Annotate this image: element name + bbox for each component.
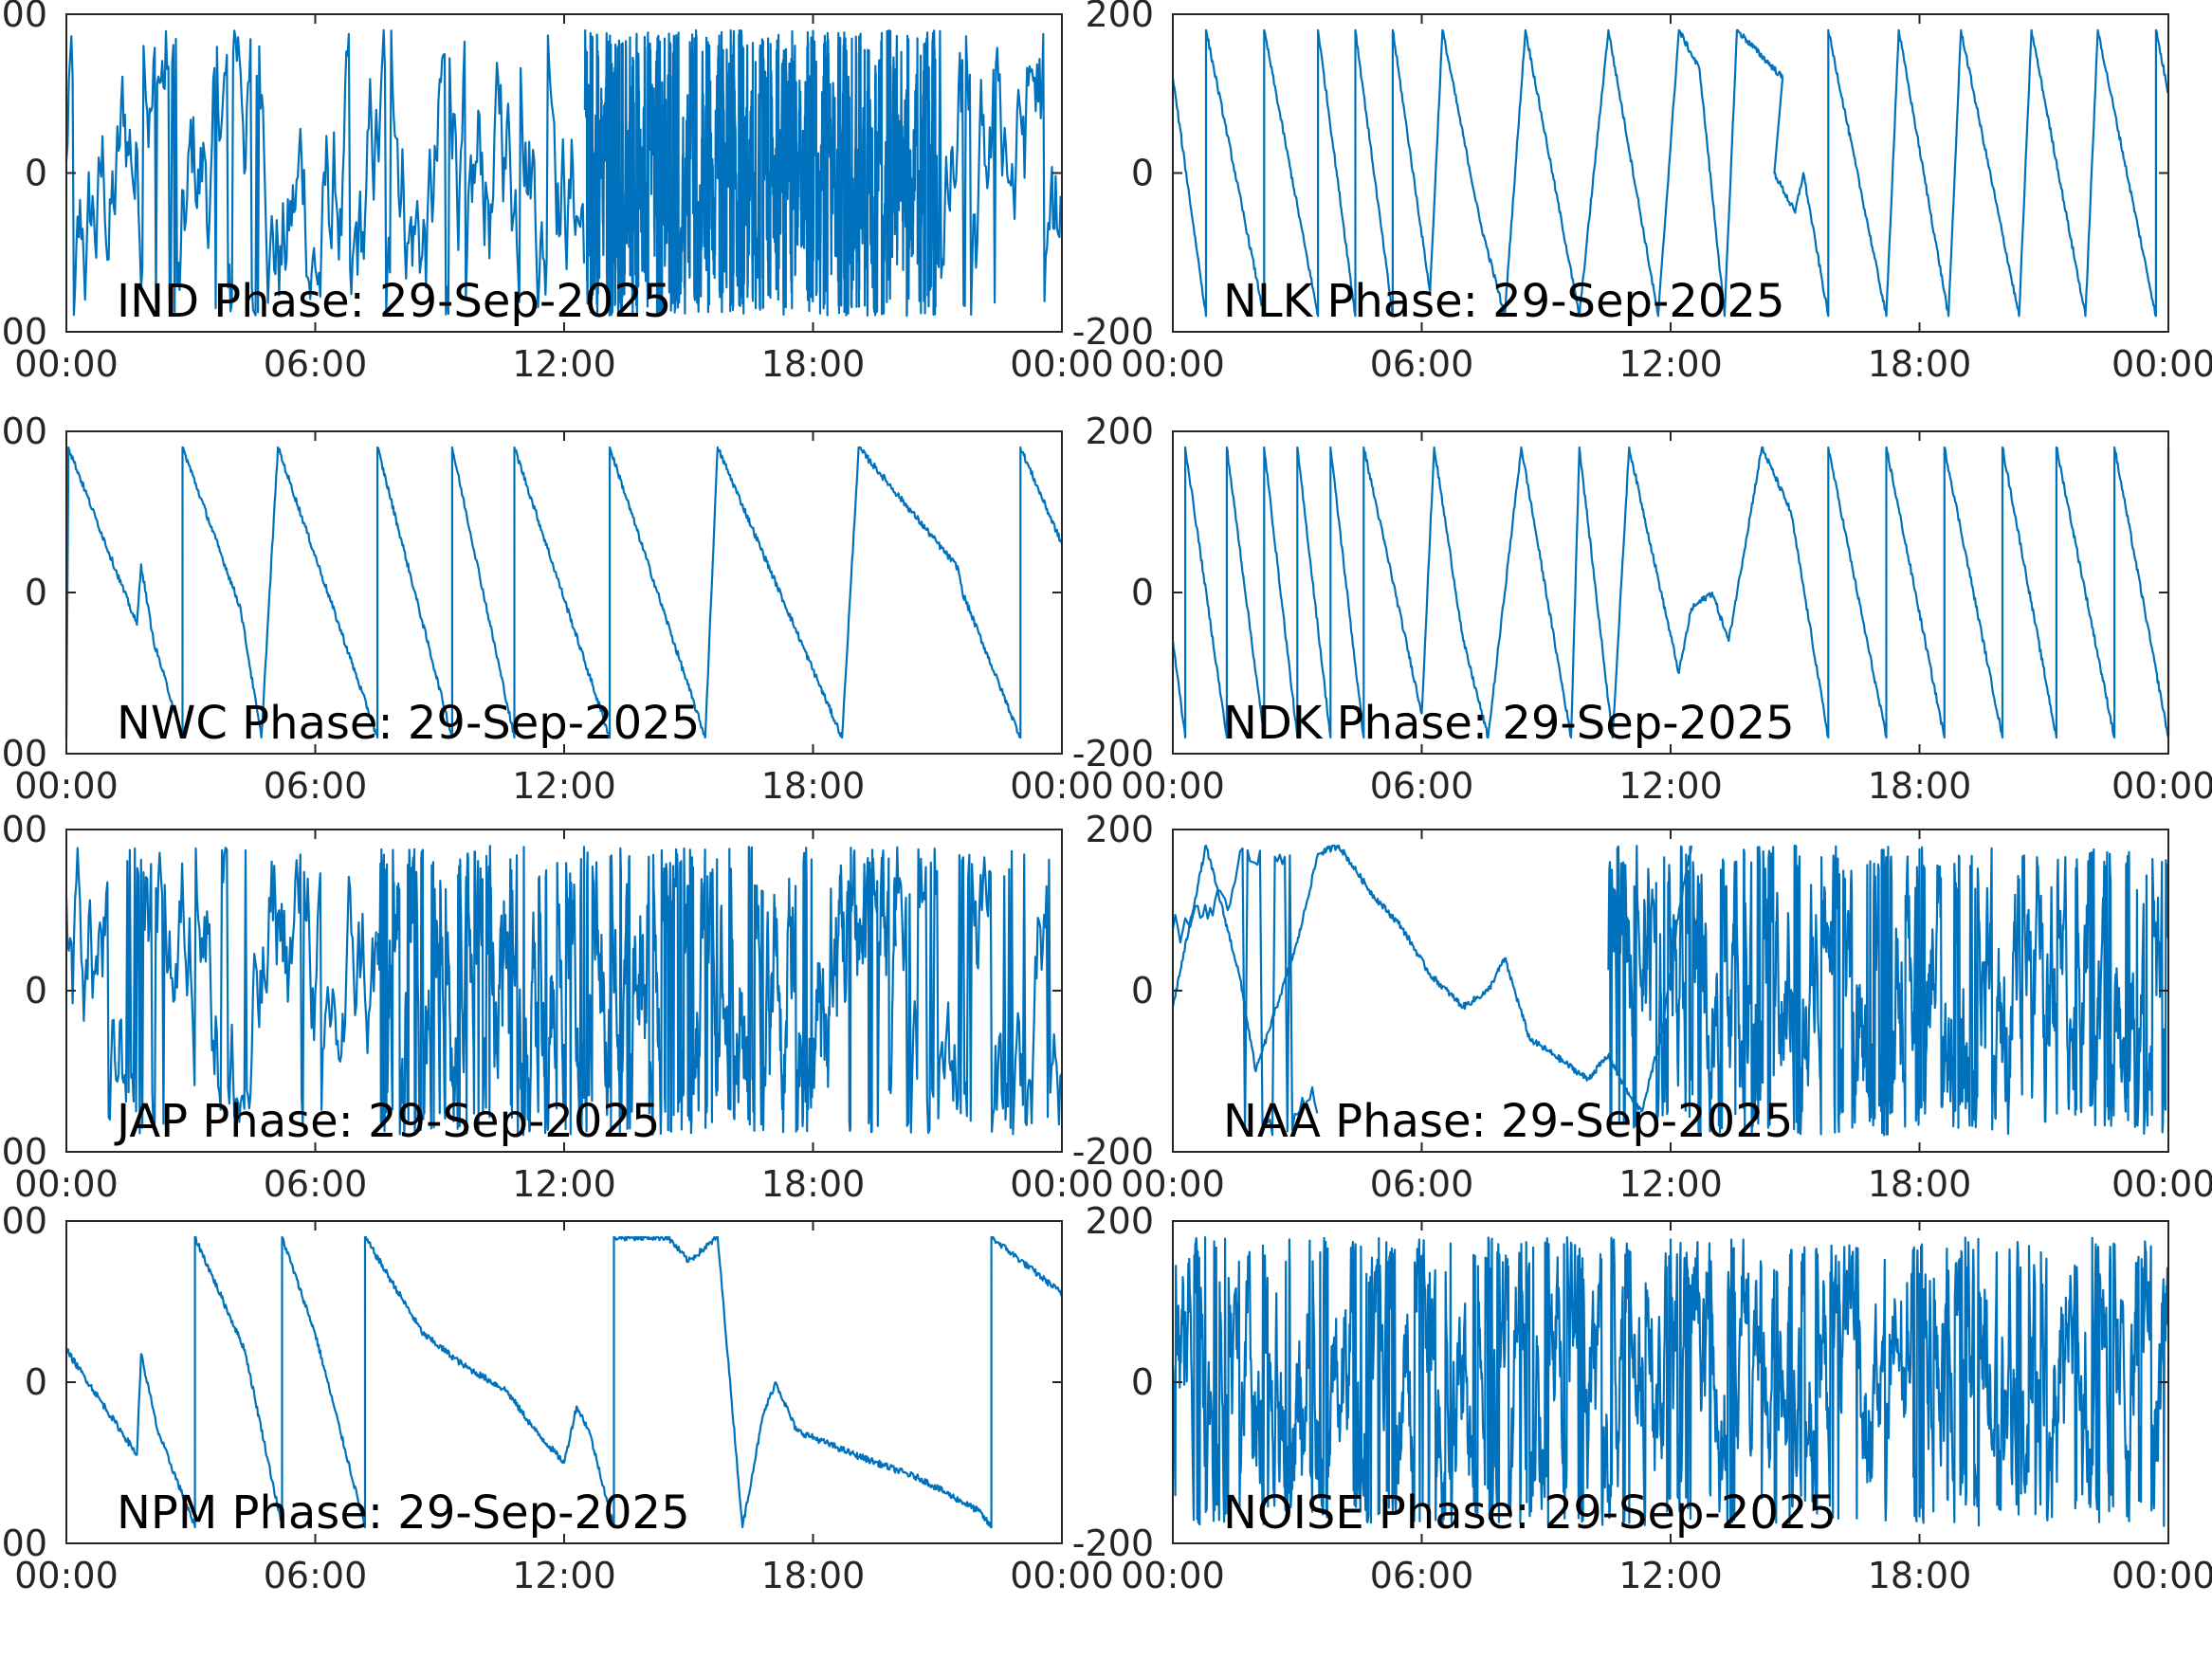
x-tick-label: 00:00 xyxy=(1010,765,1114,807)
x-tick-label: 18:00 xyxy=(1868,1163,1972,1205)
y-tick-label: 200 xyxy=(1085,1200,1154,1242)
x-tick-label: 18:00 xyxy=(1868,343,1972,385)
subplot-title: NWC Phase: 29-Sep-2025 xyxy=(117,697,700,750)
x-tick-label: 12:00 xyxy=(1618,765,1723,807)
series-line xyxy=(64,845,1063,1137)
y-tick-label: 0 xyxy=(25,572,47,613)
x-tick-label: 18:00 xyxy=(761,1555,866,1596)
subplot-title: JAP Phase: 29-Sep-2025 xyxy=(114,1095,660,1148)
x-tick-label: 06:00 xyxy=(1370,1555,1474,1596)
x-tick-label: 12:00 xyxy=(512,1555,616,1596)
x-tick-label: 00:00 xyxy=(1121,765,1225,807)
series-line xyxy=(1171,446,2170,739)
y-tick-label: -200 xyxy=(1072,1522,1154,1564)
series-line xyxy=(65,1235,1063,1529)
x-tick-label: 06:00 xyxy=(1370,765,1474,807)
subplot-title: NLK Phase: 29-Sep-2025 xyxy=(1223,275,1784,328)
x-tick-label: 00:00 xyxy=(14,1555,119,1596)
y-tick-label: -200 xyxy=(1072,733,1154,775)
series-line xyxy=(1171,1236,2169,1528)
x-tick-label: 00:00 xyxy=(1121,343,1225,385)
x-tick-label: 00:00 xyxy=(1010,1555,1114,1596)
x-tick-label: 00:00 xyxy=(2111,1163,2212,1205)
y-tick-label: 200 xyxy=(0,410,47,452)
x-tick-label: 00:00 xyxy=(1010,1163,1114,1205)
x-tick-label: 06:00 xyxy=(264,1555,368,1596)
subplot-title: NDK Phase: 29-Sep-2025 xyxy=(1223,697,1795,750)
x-tick-label: 06:00 xyxy=(1370,343,1474,385)
x-tick-label: 06:00 xyxy=(264,343,368,385)
y-tick-label: 200 xyxy=(1085,809,1154,850)
y-tick-label: 200 xyxy=(1085,0,1154,35)
y-tick-label: 0 xyxy=(25,153,47,194)
x-tick-label: 18:00 xyxy=(1868,765,1972,807)
y-tick-label: -200 xyxy=(0,1522,47,1564)
x-tick-label: 00:00 xyxy=(2111,1555,2212,1596)
x-tick-label: 18:00 xyxy=(761,1163,866,1205)
y-tick-label: -200 xyxy=(0,311,47,353)
y-tick-label: 0 xyxy=(25,970,47,1012)
y-tick-label: 200 xyxy=(0,1200,47,1242)
x-tick-label: 18:00 xyxy=(1868,1555,1972,1596)
x-tick-label: 12:00 xyxy=(1618,1163,1723,1205)
series-line xyxy=(64,446,1064,739)
x-tick-label: 00:00 xyxy=(14,765,119,807)
x-tick-label: 00:00 xyxy=(2111,765,2212,807)
series-line xyxy=(1171,28,2170,318)
y-tick-label: 0 xyxy=(1131,572,1154,613)
y-tick-label: -200 xyxy=(1072,1131,1154,1173)
y-tick-label: 200 xyxy=(1085,410,1154,452)
y-tick-label: -200 xyxy=(0,1131,47,1173)
x-tick-label: 00:00 xyxy=(1121,1163,1225,1205)
subplot-title: IND Phase: 29-Sep-2025 xyxy=(117,275,671,328)
y-tick-label: 0 xyxy=(25,1361,47,1403)
x-tick-label: 12:00 xyxy=(512,343,616,385)
series-line xyxy=(1171,844,2169,1137)
y-tick-label: -200 xyxy=(0,733,47,775)
x-tick-label: 18:00 xyxy=(761,765,866,807)
x-tick-label: 00:00 xyxy=(14,1163,119,1205)
subplot-title: NOISE Phase: 29-Sep-2025 xyxy=(1223,1486,1837,1540)
series-line xyxy=(64,28,1062,318)
y-tick-label: -200 xyxy=(1072,311,1154,353)
x-tick-label: 12:00 xyxy=(512,765,616,807)
x-tick-label: 00:00 xyxy=(2111,343,2212,385)
x-tick-label: 12:00 xyxy=(1618,343,1723,385)
x-tick-label: 00:00 xyxy=(1121,1555,1225,1596)
x-tick-label: 18:00 xyxy=(761,343,866,385)
x-tick-label: 06:00 xyxy=(264,765,368,807)
x-tick-label: 12:00 xyxy=(512,1163,616,1205)
y-tick-label: 200 xyxy=(0,0,47,35)
x-tick-label: 00:00 xyxy=(1010,343,1114,385)
y-tick-label: 0 xyxy=(1131,153,1154,194)
x-tick-label: 00:00 xyxy=(14,343,119,385)
subplot-title: NAA Phase: 29-Sep-2025 xyxy=(1223,1095,1793,1148)
x-tick-label: 06:00 xyxy=(264,1163,368,1205)
subplot-title: NPM Phase: 29-Sep-2025 xyxy=(117,1486,690,1540)
y-tick-label: 0 xyxy=(1131,970,1154,1012)
x-tick-label: 12:00 xyxy=(1618,1555,1723,1596)
y-tick-label: 200 xyxy=(0,809,47,850)
x-tick-label: 06:00 xyxy=(1370,1163,1474,1205)
y-tick-label: 0 xyxy=(1131,1361,1154,1403)
